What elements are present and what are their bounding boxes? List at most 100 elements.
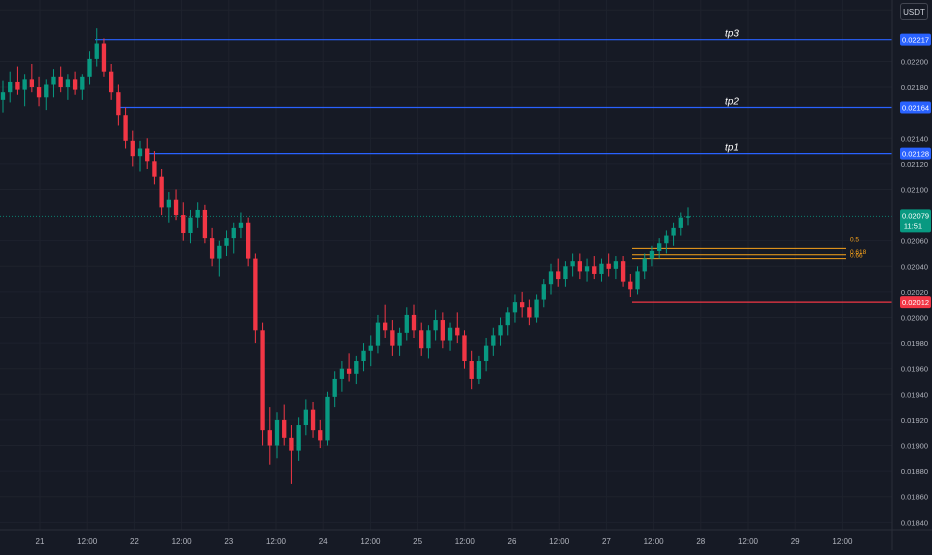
price-tag-text: 0.02217 bbox=[902, 36, 929, 45]
candle-body bbox=[87, 58, 92, 77]
candle-body bbox=[145, 148, 150, 162]
candle-body bbox=[51, 76, 56, 85]
candle-body bbox=[649, 250, 655, 259]
y-tick-label: 0.01980 bbox=[901, 339, 928, 348]
candle-body bbox=[58, 76, 63, 88]
candle-body bbox=[483, 345, 489, 362]
fib-label: 0.66 bbox=[850, 253, 863, 260]
y-tick-label: 0.02060 bbox=[901, 237, 928, 246]
candle-body bbox=[440, 320, 446, 341]
y-tick-label: 0.02140 bbox=[901, 134, 928, 143]
price-tag-text: 0.02128 bbox=[902, 150, 929, 159]
y-tick-label: 0.01940 bbox=[901, 390, 928, 399]
y-tick-label: 0.02120 bbox=[901, 160, 928, 169]
y-tick-label: 0.02180 bbox=[901, 83, 928, 92]
candle-body bbox=[592, 266, 597, 274]
x-tick-label: 25 bbox=[413, 537, 422, 546]
candle-body bbox=[0, 92, 6, 100]
horizontal-line-labels: tp3 tp2 tp1 bbox=[725, 29, 739, 154]
x-tick-label: 12:00 bbox=[832, 537, 853, 546]
y-tick-label: 0.02200 bbox=[901, 57, 928, 66]
candle-body bbox=[534, 299, 539, 318]
candle-body bbox=[339, 368, 345, 379]
x-tick-label: 12:00 bbox=[360, 537, 381, 546]
candle-body bbox=[303, 409, 309, 426]
candle-body bbox=[656, 243, 662, 251]
x-tick-label: 24 bbox=[319, 537, 328, 546]
candle-body bbox=[404, 314, 409, 333]
candle-body bbox=[447, 327, 453, 341]
y-tick-label: 0.02040 bbox=[901, 262, 928, 271]
candle-body bbox=[166, 199, 172, 208]
candle-body bbox=[368, 345, 373, 351]
candle-body bbox=[548, 271, 554, 285]
candle-body bbox=[318, 430, 323, 441]
current-price-tag bbox=[900, 209, 931, 233]
candle-body bbox=[426, 330, 431, 349]
candle-body bbox=[613, 261, 619, 269]
x-tick-label: 28 bbox=[696, 537, 705, 546]
candle-body bbox=[72, 79, 78, 90]
candle-body bbox=[44, 84, 49, 98]
x-tick-label: 12:00 bbox=[77, 537, 98, 546]
candle-body bbox=[137, 148, 143, 157]
y-tick-label: 0.02100 bbox=[901, 185, 928, 194]
candle-body bbox=[188, 217, 193, 233]
candle-body bbox=[238, 222, 244, 228]
candle-body bbox=[346, 368, 352, 374]
candle-body bbox=[599, 263, 604, 274]
candle-body bbox=[397, 332, 402, 346]
candle-body bbox=[325, 396, 330, 441]
candle-body bbox=[173, 199, 179, 216]
fib-label: 0.618 bbox=[850, 249, 867, 256]
countdown-timer: 11:51 bbox=[904, 221, 922, 230]
candle-body bbox=[498, 325, 503, 336]
x-tick-label: 12:00 bbox=[644, 537, 665, 546]
price-tag-text: 0.02012 bbox=[902, 298, 929, 307]
y-tick-label: 0.01900 bbox=[901, 442, 928, 451]
price-tag-text: 0.02164 bbox=[902, 104, 929, 113]
candle-body bbox=[332, 378, 337, 397]
candle-body bbox=[29, 79, 35, 88]
candle-body bbox=[527, 307, 532, 318]
x-tick-label: 27 bbox=[602, 537, 611, 546]
candle-body bbox=[253, 258, 258, 331]
candle-body bbox=[94, 43, 99, 59]
level-label: tp2 bbox=[725, 97, 739, 108]
current-price-value: 0.02079 bbox=[902, 211, 929, 220]
candle-body bbox=[80, 76, 85, 90]
price-tag bbox=[900, 296, 931, 309]
y-tick-label: 0.01860 bbox=[901, 493, 928, 502]
candle-body bbox=[202, 209, 208, 239]
candle-body bbox=[224, 238, 229, 246]
candle-body bbox=[101, 43, 107, 72]
y-tick-label: 0.01880 bbox=[901, 467, 928, 476]
y-tick-label: 0.01960 bbox=[901, 365, 928, 374]
grid bbox=[0, 0, 892, 530]
y-tick-label: 0.01920 bbox=[901, 416, 928, 425]
x-axis-ticks: 21 12:00 22 12:00 23 12:00 24 12:00 25 12:00 26 12:… bbox=[36, 537, 853, 546]
candle-body bbox=[563, 266, 568, 280]
level-label: tp1 bbox=[725, 143, 739, 154]
x-tick-label: 12:00 bbox=[738, 537, 759, 546]
candle-body bbox=[642, 258, 647, 272]
candle-body bbox=[577, 261, 583, 272]
y-tick-label: 0.02000 bbox=[901, 313, 928, 322]
candle-body bbox=[469, 361, 474, 379]
x-tick-label: 12:00 bbox=[266, 537, 287, 546]
candle-body bbox=[584, 266, 590, 272]
candle-body bbox=[108, 71, 114, 93]
fib-label: 0.5 bbox=[850, 236, 859, 243]
candle-body bbox=[195, 209, 200, 218]
candle-body bbox=[289, 437, 294, 451]
candle-body bbox=[267, 430, 272, 446]
candle-body bbox=[296, 425, 301, 451]
currency-label[interactable]: USDT bbox=[900, 3, 928, 20]
price-tag bbox=[900, 101, 931, 114]
candle-body bbox=[310, 409, 316, 431]
candle-body bbox=[390, 330, 395, 346]
candle-body bbox=[491, 335, 496, 346]
candle-body bbox=[181, 215, 186, 233]
